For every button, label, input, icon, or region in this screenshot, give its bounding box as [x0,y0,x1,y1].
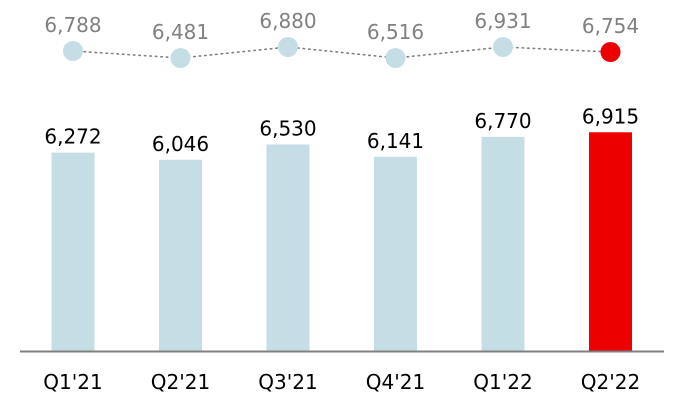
x-tick-label: Q2'22 [581,370,640,394]
dot-q122 [493,37,513,57]
dot-q221 [170,48,191,68]
bar-q222 [589,132,632,351]
dotted-line-group [72,46,612,59]
bar-q221 [159,159,202,351]
dot-value-label: 6,931 [474,9,531,33]
bar-q121 [51,152,95,351]
x-tick-label: Q1'21 [43,370,102,394]
dot-q121 [63,41,83,61]
dot-value-label: 6,481 [152,20,209,44]
bar-value-label: 6,046 [152,132,209,156]
dot-value-label: 6,516 [367,20,424,44]
bars-group [51,132,632,351]
dot-q421 [385,48,406,68]
dot-value-label: 6,754 [582,14,639,38]
dot-value-label: 6,788 [44,13,101,37]
bar-labels-group: 6,272 6,046 6,530 6,141 6,770 6,915 [44,104,639,155]
x-tick-labels-group: Q1'21 Q2'21 Q3'21 Q4'21 Q1'22 Q2'22 [43,370,640,394]
x-tick-label: Q2'21 [151,370,210,394]
dots-group [63,37,621,68]
x-tick-label: Q4'21 [366,370,425,394]
bar-value-label: 6,915 [582,104,639,128]
dot-labels-group: 6,788 6,481 6,880 6,516 6,931 6,754 [44,9,639,44]
bar-q122 [481,136,525,351]
dot-q321 [278,37,298,57]
bar-value-label: 6,141 [367,129,424,153]
bar-value-label: 6,272 [44,125,101,149]
bar-q421 [374,156,417,351]
dot-q222 [600,42,621,62]
dot-value-label: 6,880 [259,9,316,33]
x-tick-label: Q3'21 [258,370,317,394]
bar-value-label: 6,530 [259,116,316,140]
bar-q321 [266,144,310,351]
x-tick-label: Q1'22 [473,370,532,394]
dotted-trend-line [72,46,612,59]
bar-value-label: 6,770 [474,109,531,133]
